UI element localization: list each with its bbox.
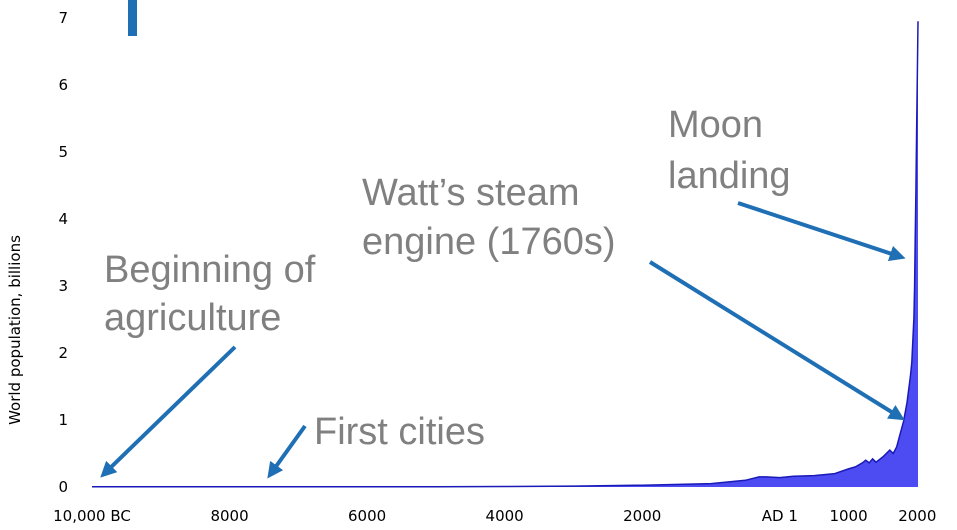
annotation: agriculture — [104, 297, 281, 339]
x-tick-label: 2000 — [623, 507, 661, 525]
x-tick-label: 6000 — [348, 507, 386, 525]
y-tick-label: 3 — [58, 277, 68, 295]
annotation: Moon — [668, 104, 763, 146]
x-tick-label: AD 1 — [762, 507, 798, 525]
x-tick-label: 1000 — [829, 507, 867, 525]
arrow — [267, 424, 307, 479]
x-tick-label: 10,000 BC — [53, 507, 131, 525]
y-tick-label: 5 — [58, 143, 68, 161]
title-fragment — [128, 0, 137, 36]
arrow — [648, 260, 905, 421]
annotation: engine (1760s) — [362, 221, 616, 263]
y-tick-label: 6 — [58, 76, 68, 94]
arrow — [100, 345, 237, 478]
x-tick-label: 8000 — [210, 507, 248, 525]
arrow — [737, 201, 906, 262]
y-tick-label: 1 — [58, 411, 68, 429]
annotation: First cities — [314, 411, 485, 453]
plot: 0 1 2 3 4 5 6 7 10,000 BC 8000 6000 4000 2000 AD 1 100… — [53, 9, 936, 525]
annotation: Beginning of — [104, 249, 316, 291]
y-axis-label: World population, billions — [6, 235, 24, 425]
y-tick-label: 7 — [58, 9, 68, 27]
x-tick-label: 4000 — [486, 507, 524, 525]
annotation: Watt’s steam — [362, 172, 580, 214]
y-tick-label: 2 — [58, 344, 68, 362]
line — [92, 21, 919, 488]
x-tick-label: 2000 — [898, 507, 936, 525]
annotation: landing — [668, 155, 791, 197]
y-tick-label: 4 — [58, 210, 68, 228]
y-tick-label: 0 — [58, 478, 68, 496]
